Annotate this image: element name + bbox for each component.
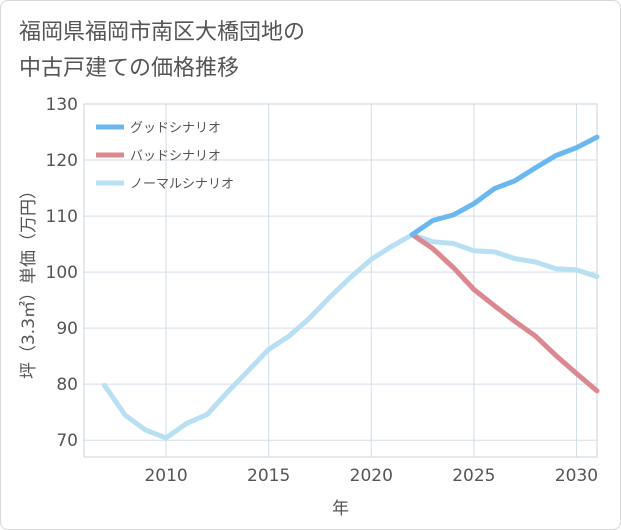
y-axis-title: 坪（3.3㎡）単価（万円） — [19, 182, 39, 379]
chart-title: 福岡県福岡市南区大橋団地の 中古戸建ての価格推移 — [19, 15, 609, 87]
legend-label: バッドシナリオ — [130, 149, 221, 164]
x-tick-label: 2010 — [144, 466, 187, 486]
chart-title-line-1: 福岡県福岡市南区大橋団地の — [19, 20, 306, 45]
x-tick-label: 2025 — [452, 466, 495, 486]
x-tick-label: 2030 — [555, 466, 598, 486]
y-tick-label: 100 — [46, 263, 78, 283]
series-line — [409, 232, 600, 394]
legend-label: ノーマルシナリオ — [130, 177, 234, 192]
x-axis-title: 年 — [332, 499, 349, 519]
series-line — [102, 232, 600, 441]
series-lines — [102, 134, 600, 441]
y-axis-tick-labels: 70 80 90 100 110 120 130 — [46, 95, 78, 451]
x-tick-label: 2020 — [350, 466, 393, 486]
x-tick-label: 2015 — [247, 466, 290, 486]
y-tick-label: 90 — [56, 319, 78, 339]
x-axis-tick-labels: 2010 2015 2020 2025 2030 — [144, 466, 598, 486]
y-tick-label: 110 — [46, 207, 78, 227]
y-tick-label: 130 — [46, 95, 78, 115]
series-line — [409, 134, 600, 238]
y-tick-label: 70 — [56, 431, 78, 451]
y-tick-label: 120 — [46, 151, 78, 171]
plot-area-frame — [83, 103, 598, 458]
y-tick-label: 80 — [56, 375, 78, 395]
chart-title-line-2: 中古戸建ての価格推移 — [19, 56, 240, 81]
legend-label: グッドシナリオ — [130, 121, 221, 136]
